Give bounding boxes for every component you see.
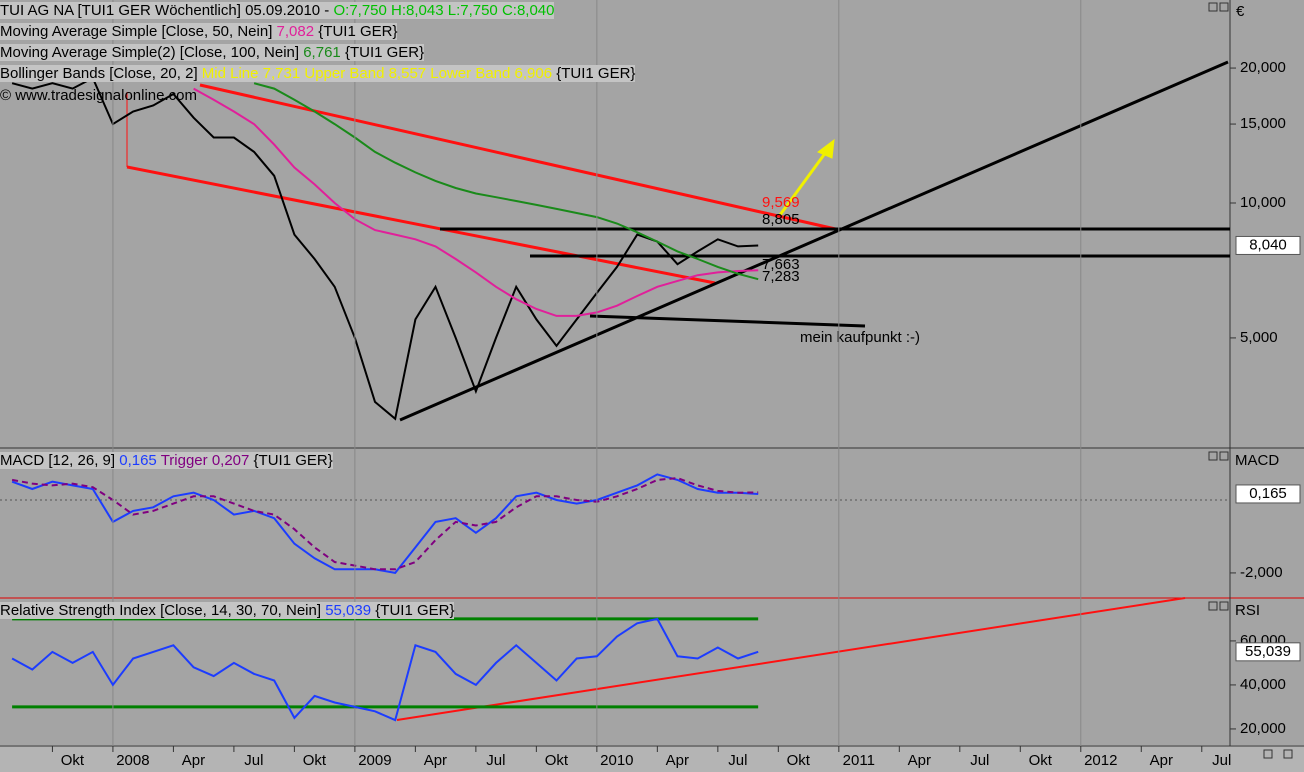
- x-tick-label: Okt: [545, 752, 569, 769]
- legend-suffix: {TUI1 GER}: [344, 44, 425, 61]
- legend-value: 0,207: [211, 452, 250, 469]
- legend-value: 6,761: [303, 44, 341, 61]
- trend-line: [589, 314, 866, 328]
- x-tick-label: 2010: [600, 752, 633, 769]
- watermark: © www.tradesignalonline.com: [0, 86, 197, 106]
- legend-name: Moving Average Simple [Close, 50, Nein]: [0, 23, 273, 40]
- legend-suffix: {TUI1 GER}: [375, 602, 455, 619]
- annotation: 8,805: [762, 211, 800, 228]
- button[interactable]: [1219, 601, 1229, 611]
- value-box-label: 8,040: [1249, 236, 1287, 253]
- legend-value: Mid Line 7,731 Upper Band 8,557 Lower Ba…: [201, 65, 553, 82]
- x-tick-label: Okt: [1029, 752, 1053, 769]
- legend-name: Moving Average Simple(2) [Close, 100, Ne…: [0, 44, 300, 61]
- legend-line: Relative Strength Index [Close, 14, 30, …: [0, 601, 455, 621]
- title: TUI AG NA [TUI1 GER Wöchentlich] 05.09.2…: [0, 2, 330, 19]
- button[interactable]: [1263, 749, 1273, 759]
- x-tick-label: Jul: [1212, 752, 1231, 769]
- annotation: 9,569: [762, 194, 800, 211]
- y-tick-label: 5,000: [1240, 329, 1278, 346]
- legend-name: MACD [12, 26, 9]: [0, 452, 116, 469]
- x-tick-label: Jul: [728, 752, 747, 769]
- series-line: [11, 617, 759, 722]
- x-tick-label: Okt: [303, 752, 327, 769]
- legend-value: 7,082: [276, 23, 315, 40]
- legend-suffix: {TUI1 GER}: [253, 452, 333, 469]
- quote: O:7,750 H:8,043 L:7,750 C:8,040: [333, 2, 555, 19]
- legend-line: Bollinger Bands [Close, 20, 2] Mid Line …: [0, 64, 636, 84]
- legend-line: Moving Average Simple [Close, 50, Nein] …: [0, 22, 398, 42]
- y-tick-label: 20,000: [1240, 720, 1286, 737]
- y-tick-label: 10,000: [1240, 194, 1286, 211]
- trend-line: [199, 83, 841, 232]
- value-box-label: 55,039: [1245, 643, 1291, 660]
- axis-title: €: [1236, 3, 1245, 20]
- trend-lines: [126, 60, 1230, 721]
- value-box-label: 0,165: [1249, 485, 1287, 502]
- x-tick-label: Apr: [182, 752, 205, 769]
- series-line: [193, 87, 759, 317]
- button[interactable]: [1208, 601, 1218, 611]
- arrow-head: [817, 138, 835, 159]
- watermark-text: © www.tradesignalonline.com: [0, 87, 197, 104]
- window-buttons: [1208, 2, 1293, 759]
- button[interactable]: [1208, 451, 1218, 461]
- annotation: mein kaufpunkt :-): [800, 329, 920, 346]
- trend-line: [396, 597, 1186, 721]
- series-line: [11, 473, 759, 574]
- trend-line: [399, 60, 1229, 422]
- series-line: [11, 477, 759, 571]
- legend-name: Trigger: [160, 452, 208, 469]
- button[interactable]: [1219, 2, 1229, 12]
- legend-line: Moving Average Simple(2) [Close, 100, Ne…: [0, 43, 425, 63]
- legend-line: MACD [12, 26, 9] 0,165 Trigger 0,207 {TU…: [0, 451, 333, 471]
- value-box: [1235, 642, 1301, 662]
- legend-name: Bollinger Bands [Close, 20, 2]: [0, 65, 198, 82]
- x-tick-label: Jul: [244, 752, 263, 769]
- series-line: [253, 82, 759, 281]
- annotation: 7,663: [762, 256, 800, 273]
- y-tick-label: -2,000: [1240, 564, 1283, 581]
- x-tick-label: 2011: [843, 752, 875, 769]
- axis-title: MACD: [1235, 452, 1279, 469]
- trend-line: [126, 165, 716, 285]
- value-box: [1235, 235, 1301, 255]
- x-tick-label: Okt: [787, 752, 811, 769]
- x-axis-area: [0, 745, 1304, 772]
- series-line: [11, 76, 759, 421]
- legend-name: Relative Strength Index [Close, 14, 30, …: [0, 602, 322, 619]
- legend-suffix: {TUI1 GER}: [318, 23, 398, 40]
- y-tick-label: 15,000: [1240, 115, 1286, 132]
- button[interactable]: [1219, 451, 1229, 461]
- y-tick-label: 20,000: [1240, 59, 1286, 76]
- x-tick-label: Okt: [61, 752, 85, 769]
- x-tick-label: 2009: [358, 752, 391, 769]
- x-tick-label: Apr: [1150, 752, 1173, 769]
- axis-title: RSI: [1235, 602, 1260, 619]
- x-tick-label: Apr: [666, 752, 689, 769]
- legend-suffix: {TUI1 GER}: [556, 65, 636, 82]
- legend-line: TUI AG NA [TUI1 GER Wöchentlich] 05.09.2…: [0, 1, 555, 21]
- button[interactable]: [1208, 2, 1218, 12]
- button[interactable]: [1283, 749, 1293, 759]
- legend-value: 0,165: [119, 452, 157, 469]
- x-tick-label: Jul: [486, 752, 505, 769]
- x-tick-label: 2008: [116, 752, 149, 769]
- y-tick-label: 40,000: [1240, 676, 1286, 693]
- annotation: 7,283: [762, 268, 800, 285]
- x-tick-label: 2012: [1084, 752, 1117, 769]
- x-tick-label: Apr: [908, 752, 931, 769]
- arrow: [778, 151, 828, 216]
- legend-value: 55,039: [325, 602, 372, 619]
- x-tick-label: Jul: [970, 752, 989, 769]
- value-box: [1235, 484, 1301, 504]
- x-tick-label: Apr: [424, 752, 447, 769]
